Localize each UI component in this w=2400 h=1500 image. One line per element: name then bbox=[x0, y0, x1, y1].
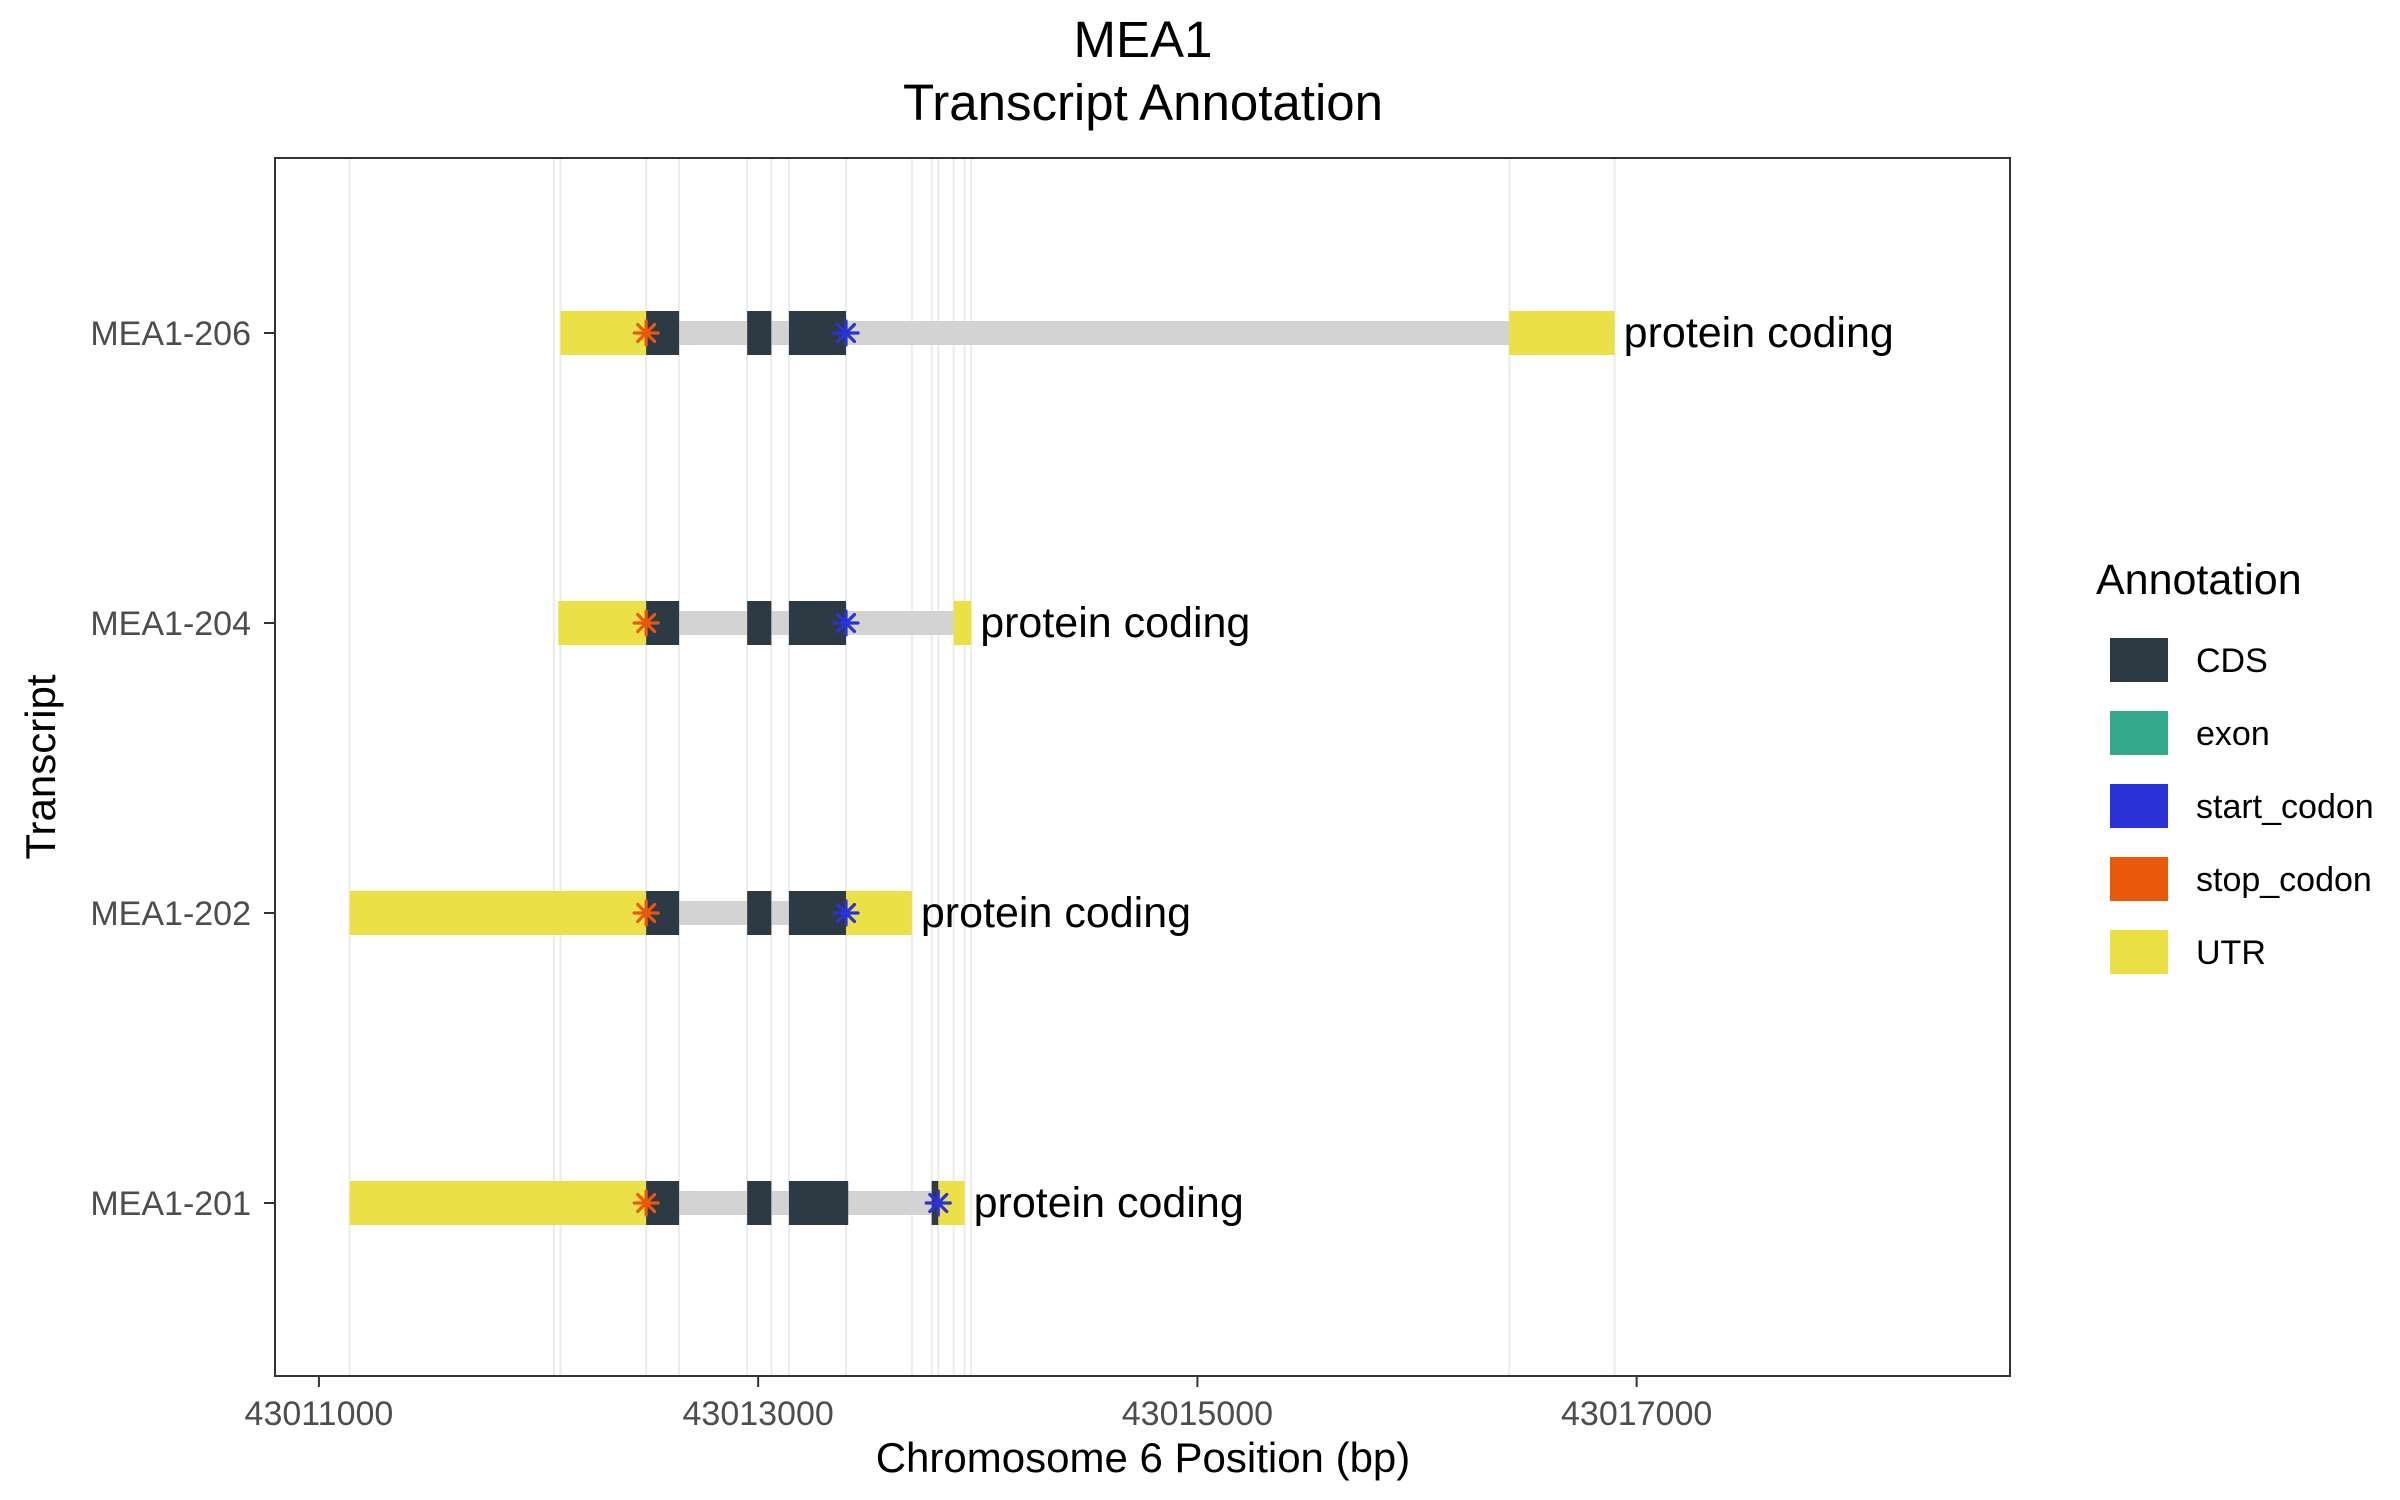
plot-panel bbox=[275, 158, 2010, 1376]
utr-block-0 bbox=[349, 891, 647, 935]
y-tick-label: MEA1-202 bbox=[90, 895, 251, 933]
legend-item-stop_codon: stop_codon bbox=[2110, 857, 2372, 901]
utr-block-0 bbox=[349, 1181, 647, 1225]
x-tick-label: 43015000 bbox=[1122, 1395, 1273, 1433]
legend-label: UTR bbox=[2196, 934, 2266, 972]
cds-block-1 bbox=[747, 601, 772, 645]
biotype-label: protein coding bbox=[921, 889, 1191, 937]
legend-label: exon bbox=[2196, 715, 2270, 753]
chart-title: MEA1 bbox=[1074, 11, 1213, 68]
cds-block-1 bbox=[747, 891, 772, 935]
legend-title: Annotation bbox=[2096, 556, 2302, 604]
legend-item-CDS: CDS bbox=[2110, 638, 2268, 682]
y-tick-label: MEA1-206 bbox=[90, 315, 251, 353]
cds-block-1 bbox=[747, 1181, 772, 1225]
stop-codon-marker bbox=[632, 319, 660, 347]
grid-layer bbox=[348, 158, 1616, 1376]
transcript-MEA1-202: protein coding bbox=[349, 889, 1191, 937]
legend-swatch bbox=[2110, 638, 2168, 682]
legend-item-start_codon: start_codon bbox=[2110, 784, 2374, 828]
legend: Annotation CDS exon start_codon stop_codon UT… bbox=[2096, 556, 2374, 974]
chart-subtitle: Transcript Annotation bbox=[903, 74, 1383, 131]
legend-swatch bbox=[2110, 711, 2168, 755]
utr-block-1 bbox=[953, 601, 972, 645]
y-axis: MEA1-206 MEA1-204 MEA1-202 MEA1-201 bbox=[90, 315, 275, 1223]
transcript-MEA1-206: protein coding bbox=[560, 309, 1894, 357]
start-codon-marker bbox=[832, 899, 860, 927]
start-codon-marker bbox=[832, 319, 860, 347]
cds-block-2 bbox=[788, 1181, 849, 1225]
utr-block-1 bbox=[1509, 311, 1615, 355]
stop-codon-marker bbox=[632, 1189, 660, 1217]
legend-label: start_codon bbox=[2196, 788, 2374, 826]
intron-line bbox=[560, 321, 1615, 345]
y-tick-label: MEA1-201 bbox=[90, 1185, 251, 1223]
x-tick-label: 43013000 bbox=[683, 1395, 834, 1433]
plot-panel-border bbox=[274, 157, 2011, 1377]
utr-block-0 bbox=[558, 601, 647, 645]
legend-swatch bbox=[2110, 857, 2168, 901]
y-tick-label: MEA1-204 bbox=[90, 605, 251, 643]
biotype-label: protein coding bbox=[1624, 309, 1894, 357]
start-codon-marker bbox=[832, 609, 860, 637]
legend-label: stop_codon bbox=[2196, 861, 2372, 899]
biotype-label: protein coding bbox=[980, 599, 1250, 647]
transcript-MEA1-201: protein coding bbox=[349, 1179, 1244, 1227]
stop-codon-marker bbox=[632, 609, 660, 637]
legend-item-UTR: UTR bbox=[2110, 930, 2266, 974]
legend-swatch bbox=[2110, 930, 2168, 974]
x-axis-title: Chromosome 6 Position (bp) bbox=[876, 1434, 1411, 1481]
legend-item-exon: exon bbox=[2110, 711, 2270, 755]
utr-block-0 bbox=[560, 311, 647, 355]
legend-label: CDS bbox=[2196, 642, 2268, 680]
transcript-MEA1-204: protein coding bbox=[558, 599, 1250, 647]
x-tick-label: 43017000 bbox=[1561, 1395, 1712, 1433]
stop-codon-marker bbox=[632, 899, 660, 927]
x-axis: 43011000 43013000 43015000 43017000 bbox=[245, 1376, 1712, 1433]
start-codon-marker bbox=[924, 1189, 952, 1217]
biotype-label: protein coding bbox=[974, 1179, 1244, 1227]
cds-block-1 bbox=[747, 311, 772, 355]
x-tick-label: 43011000 bbox=[245, 1395, 394, 1433]
legend-swatch bbox=[2110, 784, 2168, 828]
y-axis-title: Transcript bbox=[17, 674, 64, 859]
tracks-layer: protein coding protein coding protein codi… bbox=[349, 309, 1894, 1227]
